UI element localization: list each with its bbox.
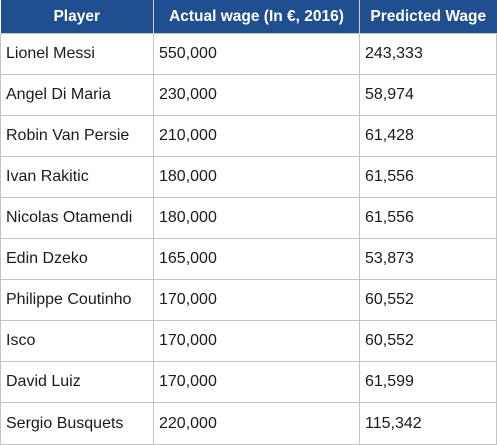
table-row: Nicolas Otamendi 180,000 61,556 [0, 197, 497, 239]
table-row: Lionel Messi 550,000 243,333 [0, 33, 497, 75]
header-actual-wage: Actual wage (In €, 2016) [153, 0, 360, 34]
header-player: Player [0, 0, 154, 34]
player-cell: Angel Di Maria [0, 74, 154, 116]
player-cell: Nicolas Otamendi [0, 197, 154, 239]
actual-wage-cell: 210,000 [153, 115, 360, 157]
predicted-wage-cell: 61,556 [359, 197, 497, 239]
header-row: Player Actual wage (In €, 2016) Predicte… [0, 0, 497, 34]
actual-wage-cell: 180,000 [153, 197, 360, 239]
predicted-wage-cell: 243,333 [359, 33, 497, 75]
table-row: Ivan Rakitic 180,000 61,556 [0, 156, 497, 198]
actual-wage-cell: 220,000 [153, 402, 360, 445]
predicted-wage-cell: 60,552 [359, 320, 497, 362]
player-cell: David Luiz [0, 361, 154, 403]
player-cell: Edin Dzeko [0, 238, 154, 280]
player-cell: Sergio Busquets [0, 402, 154, 445]
predicted-wage-cell: 60,552 [359, 279, 497, 321]
predicted-wage-cell: 61,599 [359, 361, 497, 403]
header-predicted-wage: Predicted Wage [359, 0, 497, 34]
table-row: David Luiz 170,000 61,599 [0, 361, 497, 403]
actual-wage-cell: 170,000 [153, 361, 360, 403]
actual-wage-cell: 230,000 [153, 74, 360, 116]
actual-wage-cell: 170,000 [153, 279, 360, 321]
actual-wage-cell: 180,000 [153, 156, 360, 198]
table-row: Isco 170,000 60,552 [0, 320, 497, 362]
table-body: Lionel Messi 550,000 243,333 Angel Di Maria… [0, 33, 497, 445]
table-row: Robin Van Persie 210,000 61,428 [0, 115, 497, 157]
player-cell: Robin Van Persie [0, 115, 154, 157]
player-cell: Ivan Rakitic [0, 156, 154, 198]
predicted-wage-cell: 58,974 [359, 74, 497, 116]
predicted-wage-cell: 53,873 [359, 238, 497, 280]
table-row: Philippe Coutinho 170,000 60,552 [0, 279, 497, 321]
actual-wage-cell: 550,000 [153, 33, 360, 75]
table-row: Angel Di Maria 230,000 58,974 [0, 74, 497, 116]
predicted-wage-cell: 61,556 [359, 156, 497, 198]
predicted-wage-cell: 115,342 [359, 402, 497, 445]
player-cell: Philippe Coutinho [0, 279, 154, 321]
predicted-wage-cell: 61,428 [359, 115, 497, 157]
actual-wage-cell: 170,000 [153, 320, 360, 362]
player-cell: Isco [0, 320, 154, 362]
player-cell: Lionel Messi [0, 33, 154, 75]
table-row: Sergio Busquets 220,000 115,342 [0, 402, 497, 445]
table-row: Edin Dzeko 165,000 53,873 [0, 238, 497, 280]
actual-wage-cell: 165,000 [153, 238, 360, 280]
